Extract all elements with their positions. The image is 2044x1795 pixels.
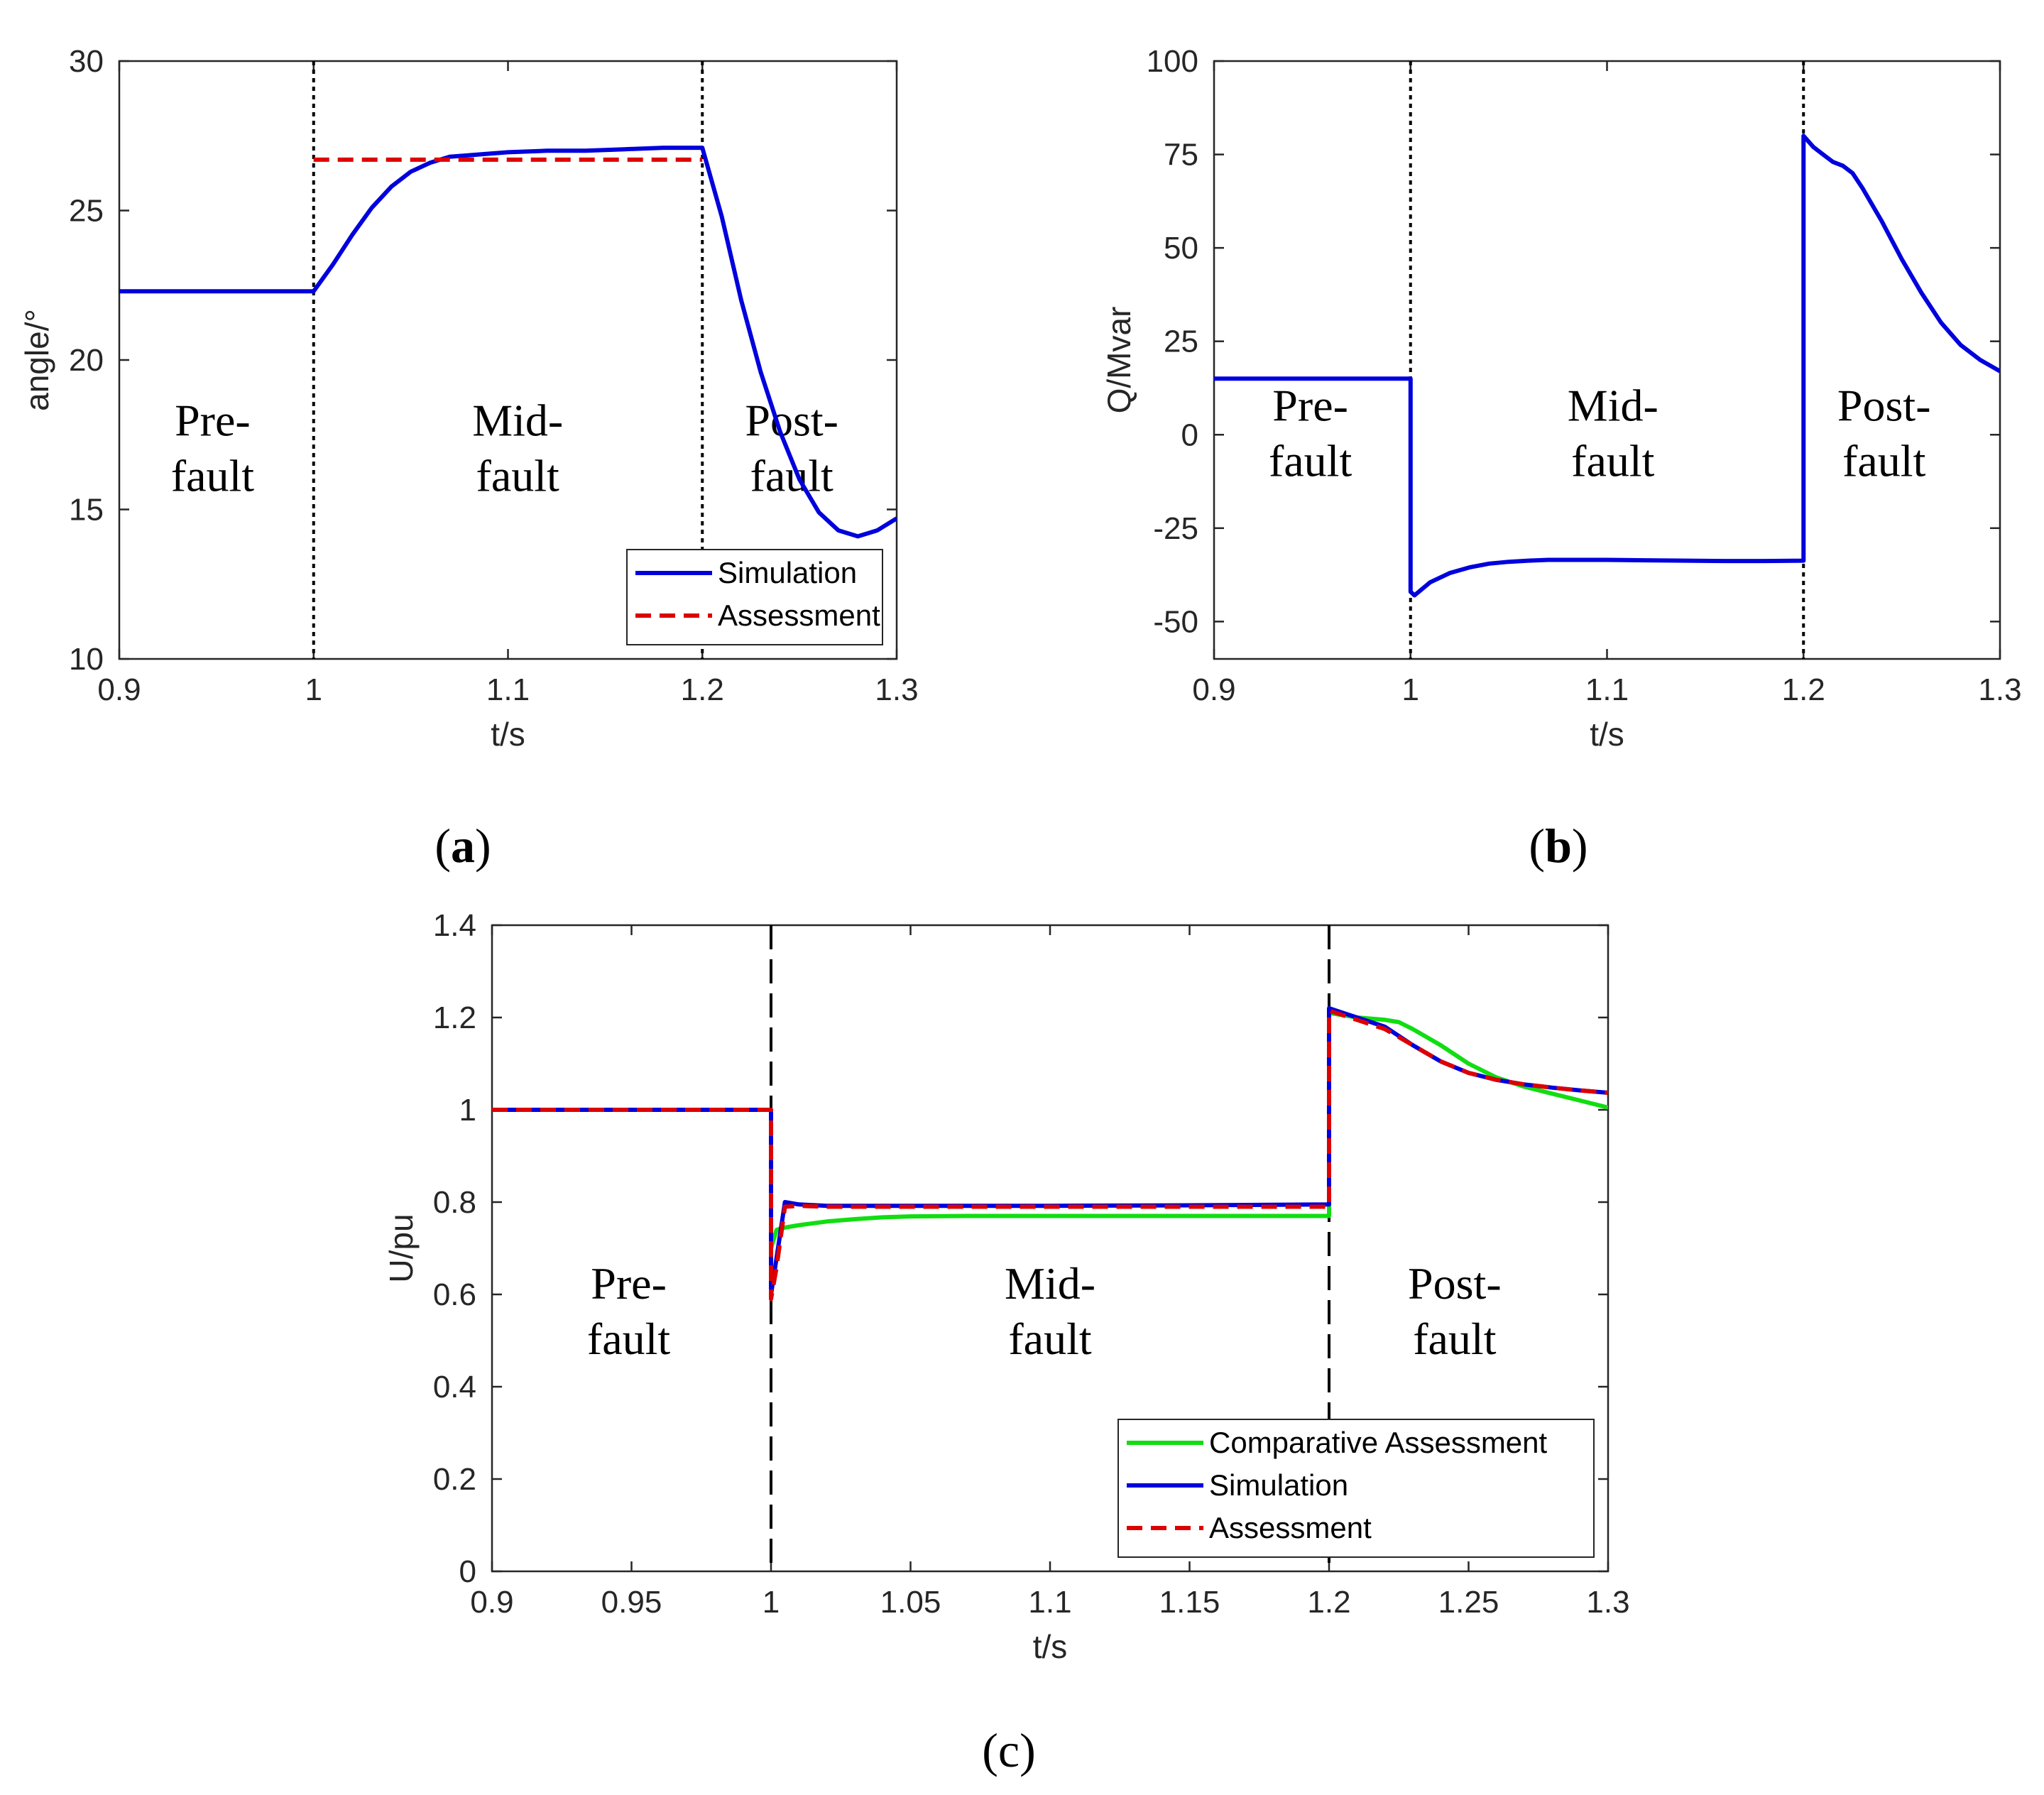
y-tick-label: 50	[1164, 231, 1198, 266]
y-tick-label: -25	[1153, 511, 1198, 546]
region-label: Post-fault	[1837, 380, 1931, 486]
y-axis-label: Q/Mvar	[1100, 307, 1137, 414]
x-tick-label: 1.2	[1307, 1585, 1350, 1620]
caption-c: (c)	[982, 1723, 1036, 1777]
legend: Simulation Assessment	[626, 549, 883, 645]
x-tick-label: 0.9	[1192, 672, 1235, 707]
region-label: Mid-fault	[1005, 1258, 1095, 1364]
y-tick-label: 25	[1164, 324, 1198, 359]
caption-b-letter: b	[1545, 819, 1572, 873]
y-axis-label: angle/°	[18, 309, 55, 411]
x-tick-label: 1.25	[1438, 1585, 1499, 1620]
caption-a-letter: a	[451, 819, 475, 873]
y-tick-label: 20	[69, 343, 104, 378]
x-tick-label: 1	[763, 1585, 780, 1620]
y-tick-label: 15	[69, 493, 104, 528]
region-label-line: Mid-	[1005, 1258, 1095, 1309]
region-label: Pre-fault	[587, 1258, 671, 1364]
plot-frame	[1213, 60, 2001, 660]
caption-c-letter: c	[998, 1723, 1020, 1777]
region-label-line: fault	[171, 450, 255, 501]
legend-box	[626, 549, 883, 645]
legend-label: Assessment	[1209, 1511, 1372, 1544]
chart-b-reactive-power: 0.9 1 1.1 1.2 1.3 -50 -25 0 25 50 75 100 t/s Q/Mvar Pr…	[1100, 44, 2022, 753]
y-tick-label: 25	[69, 194, 104, 229]
y-tick-label: 10	[69, 642, 104, 677]
region-label-line: fault	[1008, 1314, 1092, 1364]
y-tick-label: 1.2	[433, 1000, 476, 1035]
legend: Comparative Assessment Simulation Assessme…	[1117, 1419, 1595, 1558]
y-tick-label: 0.6	[433, 1277, 476, 1312]
region-label-line: Pre-	[175, 395, 251, 445]
y-tick-label: 1.4	[433, 908, 476, 943]
chart-a-angle: 0.9 1 1.1 1.2 1.3 10 15 20 25 30 t/s angle/° Pre-fau…	[18, 44, 919, 753]
legend-label: Comparative Assessment	[1209, 1426, 1548, 1459]
region-label-line: Post-	[1837, 380, 1931, 430]
series-line-assessment	[492, 1008, 1608, 1302]
series-group	[119, 146, 897, 539]
y-tick-label: 30	[69, 44, 104, 79]
y-tick-label: 75	[1164, 138, 1198, 173]
legend-label: Simulation	[718, 556, 857, 589]
region-label-line: fault	[587, 1314, 671, 1364]
y-tick-label: 0.8	[433, 1185, 476, 1220]
region-label-line: Pre-	[1272, 380, 1348, 430]
y-tick-label: -50	[1153, 604, 1198, 639]
legend-label: Simulation	[1209, 1468, 1348, 1502]
x-tick-label: 1	[305, 672, 322, 707]
x-tick-label: 1.05	[880, 1585, 941, 1620]
x-tick-label: 1.3	[1978, 672, 2021, 707]
series-group	[492, 1006, 1608, 1302]
region-label: Mid-fault	[1568, 380, 1658, 486]
caption-a: (a)	[435, 819, 491, 873]
x-tick-label: 1.1	[486, 672, 530, 707]
x-tick-label: 0.9	[470, 1585, 513, 1620]
y-tick-label: 1	[459, 1093, 476, 1128]
region-label-line: fault	[1413, 1314, 1497, 1364]
region-label-line: Mid-	[1568, 380, 1658, 430]
region-label-line: Pre-	[591, 1258, 667, 1309]
y-tick-label: 0	[459, 1554, 476, 1589]
region-label: Post-fault	[745, 395, 838, 501]
x-tick-label: 1.2	[681, 672, 724, 707]
x-axis-label: t/s	[1033, 1628, 1068, 1665]
chart-c-voltage: 0.9 0.95 1 1.05 1.1 1.15 1.2 1.25 1.3 0 0.2 0.4 0.6 0…	[383, 908, 1630, 1665]
x-tick-label: 1.15	[1159, 1585, 1220, 1620]
x-axis-label: t/s	[1590, 716, 1624, 753]
region-label: Post-fault	[1408, 1258, 1502, 1364]
x-tick-label: 1.1	[1028, 1585, 1071, 1620]
x-tick-label: 1	[1402, 672, 1419, 707]
x-axis-label: t/s	[491, 716, 525, 753]
y-tick-label: 100	[1147, 44, 1198, 79]
series-group	[1214, 133, 2000, 598]
region-label: Pre-fault	[171, 395, 255, 501]
series-line-q	[1214, 133, 2000, 598]
x-tick-label: 1.2	[1782, 672, 1825, 707]
y-tick-label: 0	[1181, 418, 1198, 452]
legend-label: Assessment	[718, 599, 880, 632]
x-tick-label: 1.1	[1585, 672, 1629, 707]
series-line-simulation	[119, 146, 897, 539]
region-label-line: Mid-	[472, 395, 563, 445]
region-label-line: Post-	[1408, 1258, 1502, 1309]
region-label-line: fault	[1571, 435, 1655, 486]
region-label-line: Post-	[745, 395, 838, 445]
x-tick-label: 1.3	[875, 672, 918, 707]
y-axis-label: U/pu	[383, 1213, 420, 1282]
x-tick-label: 0.9	[97, 672, 141, 707]
region-label-line: fault	[1842, 435, 1926, 486]
region-label: Mid-fault	[472, 395, 563, 501]
region-label: Pre-fault	[1269, 380, 1352, 486]
region-label-line: fault	[1269, 435, 1352, 486]
region-label-line: fault	[476, 450, 560, 501]
y-tick-label: 0.4	[433, 1370, 476, 1404]
x-tick-label: 1.3	[1586, 1585, 1629, 1620]
y-tick-label: 0.2	[433, 1462, 476, 1497]
caption-b: (b)	[1529, 819, 1587, 873]
x-tick-label: 0.95	[601, 1585, 662, 1620]
